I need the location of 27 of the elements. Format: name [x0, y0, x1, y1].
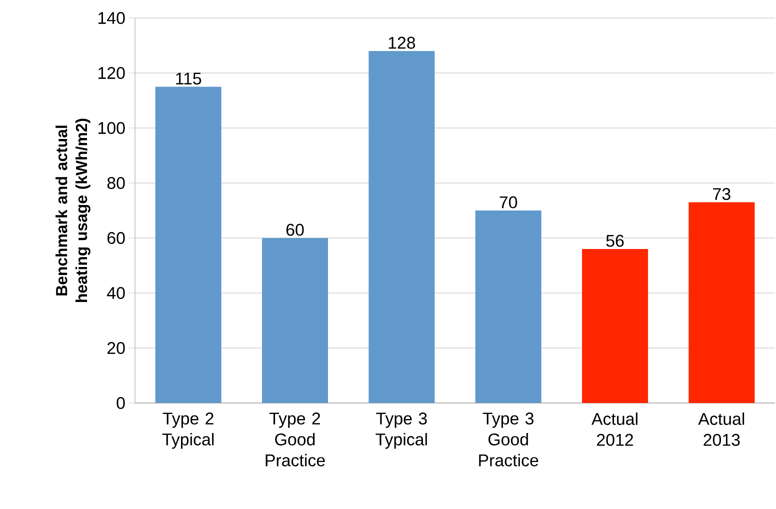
y-tick-label: 60 — [108, 232, 125, 244]
data-label: 60 — [286, 224, 304, 236]
x-tick-label: Actual 2012 — [592, 412, 638, 446]
y-axis-title: Benchmark and actual heating usage (kWh/m2) — [56, 118, 90, 302]
data-label: 73 — [713, 188, 730, 200]
data-label: 115 — [176, 72, 202, 85]
x-tick-label: Type 2 Typical — [162, 412, 214, 449]
bar — [368, 50, 435, 403]
y-tick-label: 0 — [116, 397, 125, 409]
x-tick-label: Type 3 Typical — [376, 412, 427, 449]
x-tick-label: Type 2 Good Practice — [266, 412, 325, 466]
bar — [582, 249, 648, 403]
bar — [155, 86, 222, 403]
data-label: 70 — [500, 196, 518, 208]
bar — [475, 210, 542, 403]
y-tick-label: 100 — [98, 122, 125, 134]
y-tick-label: 20 — [108, 342, 125, 354]
y-tick-label: 140 — [98, 12, 125, 24]
bar — [688, 202, 755, 403]
bar — [262, 238, 328, 403]
y-tick-label: 80 — [107, 177, 125, 189]
y-tick-label: 40 — [107, 287, 125, 299]
y-tick-label: 120 — [98, 67, 125, 79]
data-label: 128 — [388, 36, 416, 49]
x-tick-label: Type 3 Good Practice — [479, 412, 538, 466]
x-tick-label: Actual 2013 — [698, 412, 744, 446]
data-label: 56 — [606, 234, 624, 247]
